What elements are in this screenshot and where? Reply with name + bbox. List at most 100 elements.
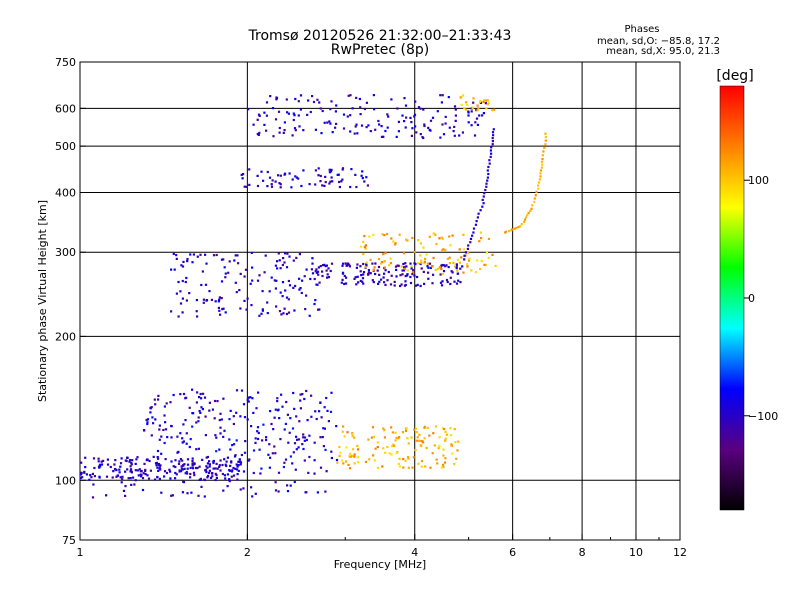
data-point xyxy=(407,466,410,469)
data-point xyxy=(442,270,446,273)
data-point xyxy=(464,108,467,111)
data-point xyxy=(230,475,233,478)
y-tick-label: 500 xyxy=(55,140,76,153)
data-point xyxy=(310,415,313,418)
data-point xyxy=(429,119,433,122)
data-point xyxy=(240,173,243,176)
data-point xyxy=(175,257,178,260)
data-point xyxy=(201,270,204,273)
data-point xyxy=(419,242,422,245)
data-point xyxy=(221,472,224,476)
data-point xyxy=(377,265,381,269)
data-point xyxy=(256,174,259,177)
data-point xyxy=(293,127,297,130)
data-point xyxy=(362,282,365,285)
data-point xyxy=(372,233,375,236)
data-point xyxy=(286,111,289,114)
data-point xyxy=(410,121,413,124)
data-point xyxy=(466,265,469,268)
data-point xyxy=(228,260,231,263)
data-point xyxy=(204,434,207,437)
data-point xyxy=(279,267,282,270)
data-point xyxy=(324,181,327,184)
data-point xyxy=(383,436,386,439)
data-point xyxy=(138,468,141,471)
data-point xyxy=(218,298,221,301)
data-point xyxy=(256,118,259,121)
data-point xyxy=(219,469,222,472)
data-point xyxy=(184,419,187,422)
data-point xyxy=(355,283,358,286)
data-point xyxy=(204,415,207,418)
data-point xyxy=(156,449,160,453)
data-point xyxy=(389,283,393,286)
data-point xyxy=(298,420,301,423)
data-points xyxy=(79,94,547,499)
data-point xyxy=(243,451,247,454)
data-point xyxy=(197,420,200,423)
data-point xyxy=(325,396,328,400)
data-point xyxy=(174,471,177,475)
data-point xyxy=(230,461,233,464)
data-point xyxy=(313,302,316,306)
data-point xyxy=(140,474,143,477)
data-point xyxy=(410,265,413,268)
data-point xyxy=(143,462,146,465)
data-point xyxy=(346,115,349,118)
data-point xyxy=(295,256,298,259)
data-point xyxy=(136,469,139,472)
data-point xyxy=(404,104,408,107)
data-point xyxy=(186,458,190,461)
data-point xyxy=(83,471,86,474)
data-point xyxy=(453,264,457,267)
data-point xyxy=(128,460,131,463)
data-point xyxy=(539,175,542,178)
data-point xyxy=(444,437,447,440)
data-point xyxy=(144,473,147,476)
data-point xyxy=(201,408,204,411)
data-point xyxy=(165,402,168,405)
data-point xyxy=(389,262,393,265)
data-point xyxy=(152,455,155,458)
data-point xyxy=(166,436,169,439)
data-point xyxy=(113,468,117,471)
data-point xyxy=(299,393,302,396)
data-point xyxy=(541,163,544,166)
data-point xyxy=(276,397,279,400)
data-point xyxy=(405,116,408,119)
data-point xyxy=(185,470,188,474)
data-point xyxy=(233,443,236,446)
data-point xyxy=(81,476,84,479)
data-point xyxy=(412,269,415,272)
data-point xyxy=(418,439,421,442)
data-point xyxy=(491,109,494,112)
data-point xyxy=(325,264,328,267)
data-point xyxy=(303,436,307,439)
data-point xyxy=(215,473,218,477)
data-point xyxy=(383,266,386,269)
data-point xyxy=(280,393,283,396)
data-point xyxy=(384,129,387,133)
data-point xyxy=(318,281,321,284)
data-point xyxy=(381,465,384,468)
data-point xyxy=(444,457,447,460)
data-point xyxy=(93,475,96,478)
data-point xyxy=(319,265,322,268)
data-point xyxy=(198,396,201,399)
data-point xyxy=(281,281,285,284)
data-point xyxy=(359,270,362,273)
data-point xyxy=(478,114,481,117)
data-point xyxy=(278,310,282,313)
data-point xyxy=(377,119,380,123)
data-point xyxy=(433,444,436,447)
data-point xyxy=(475,109,478,112)
data-point xyxy=(135,458,138,461)
data-point xyxy=(208,290,211,293)
data-point xyxy=(394,431,397,434)
data-point xyxy=(485,99,488,102)
data-point xyxy=(376,441,379,444)
data-point xyxy=(423,124,426,128)
data-point xyxy=(367,269,370,272)
data-point xyxy=(243,416,247,419)
